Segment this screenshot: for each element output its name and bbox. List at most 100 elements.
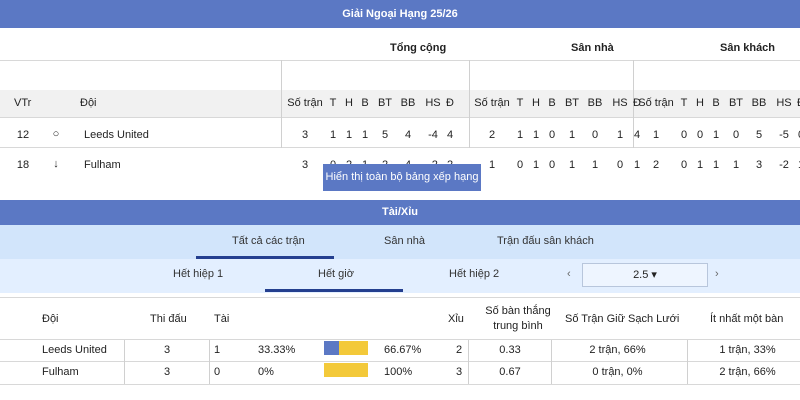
goal-line-select[interactable]: 2.5 ▾ <box>582 263 708 287</box>
tx-team-name: Leeds United <box>42 344 107 356</box>
tab-home[interactable]: Sân nhà <box>384 235 425 247</box>
column-separator <box>469 60 470 148</box>
tx-over-count: 1 <box>214 344 221 356</box>
tx-over-count: 0 <box>214 366 221 378</box>
stat-header-total: BB <box>400 97 416 109</box>
subtab-second-half[interactable]: Hết hiệp 2 <box>449 268 500 280</box>
tx-clean-sheet-header: Số Trận Giữ Sạch Lưới <box>565 313 680 325</box>
stat-value-home: 1 <box>488 159 496 171</box>
arrow-down-icon: ↓ <box>53 158 59 170</box>
stat-value-home: 1 <box>568 129 576 141</box>
standings-header-row <box>0 90 800 117</box>
stat-header-away: BT <box>728 97 744 109</box>
column-separator <box>551 340 552 384</box>
group-away-heading: Sân khách <box>720 42 776 54</box>
stat-value-away: 0 <box>680 159 688 171</box>
column-separator <box>209 340 210 384</box>
stat-value-away: 0 <box>696 129 704 141</box>
stat-value-total: -4 <box>428 129 438 141</box>
over-ratio-bar <box>324 341 339 355</box>
stat-header-away: Đ <box>792 97 800 109</box>
tx-at-least-one-header: Ít nhất một bàn <box>710 313 784 325</box>
stat-value-total: 1 <box>345 129 353 141</box>
tab-all-matches[interactable]: Tất cả các trận <box>232 235 305 247</box>
tab-away[interactable]: Trận đấu sân khách <box>497 235 594 247</box>
stat-value-home: 1 <box>591 159 599 171</box>
stat-header-away: B <box>712 97 720 109</box>
team-name: Leeds United <box>84 129 149 141</box>
stat-value-total: 3 <box>301 129 309 141</box>
stat-value-total: 5 <box>381 129 389 141</box>
stat-value-home: 4 <box>633 129 641 141</box>
stat-header-home: BB <box>587 97 603 109</box>
group-home-heading: Sân nhà <box>571 42 614 54</box>
stat-header-away: H <box>696 97 704 109</box>
stat-value-home: 1 <box>616 129 624 141</box>
chevron-left-icon[interactable]: ‹ <box>567 268 571 280</box>
stat-header-home: Đ <box>633 97 641 109</box>
active-subtab-underline <box>265 289 403 292</box>
divider <box>0 117 800 118</box>
stat-header-total: Số trận <box>287 97 323 109</box>
stat-value-away: 2 <box>652 159 660 171</box>
stat-value-total: 1 <box>361 129 369 141</box>
stat-header-home: Số trận <box>474 97 510 109</box>
group-total-heading: Tổng cộng <box>390 42 447 54</box>
stat-header-home: B <box>548 97 556 109</box>
subtab-first-half[interactable]: Hết hiệp 1 <box>173 268 224 280</box>
taixiu-tabs: Tất cả các trận Sân nhà Trận đấu sân khá… <box>0 225 800 259</box>
stat-header-total: Đ <box>446 97 454 109</box>
team-header: Đội <box>80 97 97 109</box>
stat-value-away: 3 <box>755 159 763 171</box>
stat-header-total: BT <box>377 97 393 109</box>
under-ratio-bar <box>339 341 368 355</box>
stat-value-away: 0 <box>792 129 800 141</box>
tx-over-percent: 33.33% <box>258 344 296 356</box>
show-full-standings-button[interactable]: Hiển thị toàn bộ bảng xếp hạng <box>323 164 481 191</box>
tx-under-count: 2 <box>455 344 463 356</box>
stat-value-away: 5 <box>755 129 763 141</box>
tx-avg-goals: 0.33 <box>499 344 521 356</box>
column-separator <box>281 60 282 148</box>
stat-value-away: 1 <box>712 159 720 171</box>
stat-value-total: 4 <box>404 129 412 141</box>
stat-value-total: 3 <box>301 159 309 171</box>
chevron-right-icon[interactable]: › <box>715 268 719 280</box>
tx-under-count: 3 <box>455 366 463 378</box>
column-separator <box>124 340 125 384</box>
stat-value-total: 4 <box>446 129 454 141</box>
column-separator <box>687 340 688 384</box>
divider <box>0 147 800 148</box>
stat-header-home: HS <box>612 97 628 109</box>
stat-value-away: 1 <box>696 159 704 171</box>
stat-value-away: 0 <box>732 129 740 141</box>
divider <box>0 361 800 362</box>
stat-value-away: -5 <box>779 129 789 141</box>
pos-header: VTr <box>14 97 32 109</box>
stat-header-total: HS <box>425 97 441 109</box>
tx-played: 3 <box>163 344 171 356</box>
stat-value-away: 1 <box>652 129 660 141</box>
team-position: 12 <box>16 129 30 141</box>
subtab-full-time[interactable]: Hết giờ <box>318 268 354 280</box>
divider <box>0 339 800 340</box>
stat-header-away: BB <box>751 97 767 109</box>
stat-value-home: 0 <box>516 159 524 171</box>
under-ratio-bar <box>324 363 368 377</box>
stat-value-away: 1 <box>732 159 740 171</box>
stat-header-total: B <box>361 97 369 109</box>
team-name: Fulham <box>84 159 121 171</box>
taixiu-table: Đội Thi đấu Tài Xỉu Số bàn thắng trung b… <box>0 297 800 400</box>
taixiu-title: Tài/Xỉu <box>381 206 419 218</box>
stat-header-home: H <box>532 97 540 109</box>
tx-avg-goals-header: Số bàn thắng trung bình <box>485 305 551 332</box>
stat-header-home: BT <box>564 97 580 109</box>
stat-value-away: -2 <box>779 159 789 171</box>
tx-under-percent: 66.67% <box>384 344 422 356</box>
active-tab-underline <box>196 256 334 259</box>
tx-team-name: Fulham <box>42 366 79 378</box>
stat-value-home: 1 <box>568 159 576 171</box>
stat-value-home: 0 <box>548 159 556 171</box>
team-position: 18 <box>16 159 30 171</box>
tx-team-header: Đội <box>42 313 59 325</box>
